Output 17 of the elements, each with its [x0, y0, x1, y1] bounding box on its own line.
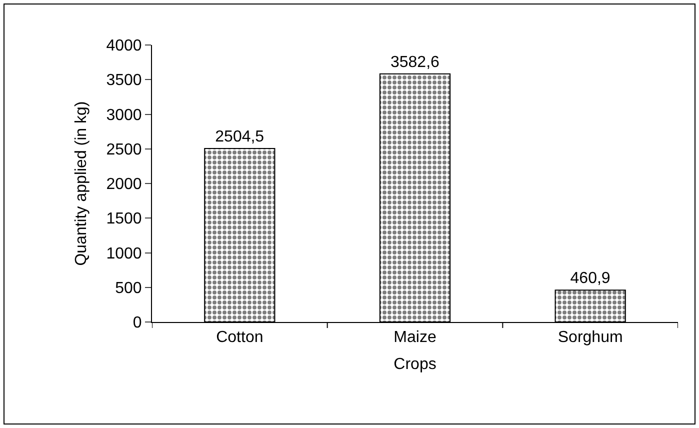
data-label: 460,9 — [570, 270, 610, 288]
y-axis-title: Quantity applied (in kg) — [73, 101, 90, 266]
y-tick-label: 1500 — [106, 210, 142, 228]
x-axis-title: Crops — [394, 356, 436, 373]
x-tick-label: Sorghum — [558, 329, 623, 346]
x-tick-label: Maize — [394, 329, 436, 346]
data-label: 2504,5 — [215, 128, 264, 146]
y-tick-label: 2000 — [106, 176, 142, 194]
y-tick-label: 2500 — [106, 141, 142, 158]
y-tick-label: 3000 — [106, 106, 142, 124]
y-tick-label: 1000 — [106, 245, 142, 262]
x-tick-label: Cotton — [216, 329, 264, 346]
data-label: 3582,6 — [390, 54, 440, 71]
y-tick-label: 4000 — [106, 38, 142, 55]
y-tick-label: 3500 — [106, 72, 142, 90]
y-tick-label: 500 — [115, 280, 142, 297]
y-tick-label: 0 — [132, 314, 142, 332]
